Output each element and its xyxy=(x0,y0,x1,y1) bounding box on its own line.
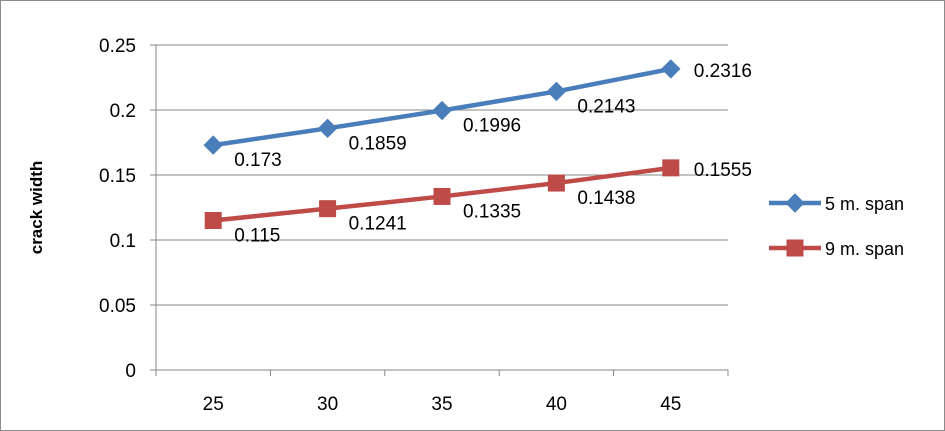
x-tick-label: 35 xyxy=(431,394,452,415)
y-tick-labels: 0 0.05 0.1 0.15 0.2 0.25 xyxy=(99,36,136,382)
axes xyxy=(150,44,729,376)
data-label: 0.1335 xyxy=(463,201,521,222)
data-label: 0.1241 xyxy=(349,214,407,235)
legend: 5 m. span 9 m. span xyxy=(769,193,904,259)
legend-marker xyxy=(785,193,805,213)
y-tick-label: 0.05 xyxy=(99,296,136,317)
data-label: 0.1555 xyxy=(694,160,752,181)
data-label: 0.2143 xyxy=(577,96,635,117)
data-point xyxy=(317,118,338,139)
data-point xyxy=(319,200,337,218)
data-point xyxy=(433,187,451,205)
data-label: 0.1438 xyxy=(577,188,635,209)
data-point xyxy=(546,81,567,102)
legend-label: 9 m. span xyxy=(825,239,904,259)
data-point xyxy=(204,212,222,229)
data-point xyxy=(203,135,223,155)
gridlines xyxy=(156,44,728,306)
data-point xyxy=(432,100,452,121)
y-tick-label: 0.25 xyxy=(99,36,136,57)
legend-item: 9 m. span xyxy=(769,239,904,259)
x-tick-label: 25 xyxy=(203,394,224,415)
data-label: 0.2316 xyxy=(694,61,752,82)
y-tick-label: 0.15 xyxy=(99,166,136,187)
data-labels: 0.173 0.1859 0.1996 0.2143 0.2316 0.115 0.1241… xyxy=(234,61,752,247)
y-tick-label: 0 xyxy=(125,361,136,382)
data-point xyxy=(662,159,680,177)
x-tick-labels: 25 30 35 40 45 xyxy=(203,394,682,415)
y-tick-label: 0.2 xyxy=(110,101,136,122)
data-point xyxy=(547,174,565,192)
data-label: 0.1996 xyxy=(463,116,521,137)
data-label: 0.173 xyxy=(234,150,282,171)
series xyxy=(203,59,681,229)
x-tick-label: 40 xyxy=(546,394,567,415)
x-tick-label: 45 xyxy=(660,394,681,415)
data-point xyxy=(661,59,681,79)
legend-marker xyxy=(786,239,804,257)
x-tick-label: 30 xyxy=(317,394,338,415)
legend-item: 5 m. span xyxy=(769,193,904,214)
data-label: 0.115 xyxy=(234,226,280,247)
y-axis-title: crack width xyxy=(27,161,46,255)
data-label: 0.1859 xyxy=(349,133,407,154)
y-tick-label: 0.1 xyxy=(110,231,136,252)
legend-label: 5 m. span xyxy=(825,194,904,214)
